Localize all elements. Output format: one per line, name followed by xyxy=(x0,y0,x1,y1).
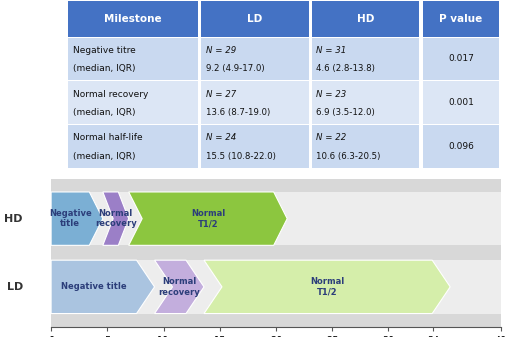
Bar xyxy=(68,0,198,36)
Text: N = 22: N = 22 xyxy=(316,133,346,142)
Text: Normal
T1/2: Normal T1/2 xyxy=(310,277,344,297)
Polygon shape xyxy=(129,192,287,245)
Text: Negative title: Negative title xyxy=(61,282,127,292)
Polygon shape xyxy=(154,260,204,313)
Text: 6.9 (3.5-12.0): 6.9 (3.5-12.0) xyxy=(316,108,375,117)
Bar xyxy=(68,125,198,168)
Text: HD: HD xyxy=(5,214,23,224)
Bar xyxy=(312,0,420,36)
Text: N = 31: N = 31 xyxy=(316,46,346,55)
Bar xyxy=(51,260,501,313)
Bar xyxy=(423,0,499,36)
Text: Normal half-life: Normal half-life xyxy=(73,133,142,142)
Bar xyxy=(201,0,309,36)
Polygon shape xyxy=(204,260,450,313)
Text: P value: P value xyxy=(439,13,482,24)
Bar xyxy=(68,38,198,81)
Text: 15.5 (10.8-22.0): 15.5 (10.8-22.0) xyxy=(205,152,275,161)
Bar xyxy=(201,82,309,124)
Text: 0.001: 0.001 xyxy=(448,98,474,107)
Text: N = 29: N = 29 xyxy=(205,46,236,55)
Text: N = 23: N = 23 xyxy=(316,90,346,98)
Text: Normal
T1/2: Normal T1/2 xyxy=(191,209,225,228)
Bar xyxy=(312,125,420,168)
Text: Normal
recovery: Normal recovery xyxy=(158,277,200,297)
Polygon shape xyxy=(103,192,129,245)
Text: HD: HD xyxy=(357,13,374,24)
Text: (median, IQR): (median, IQR) xyxy=(73,64,135,73)
Bar xyxy=(312,38,420,81)
Text: 9.2 (4.9-17.0): 9.2 (4.9-17.0) xyxy=(205,64,264,73)
Text: LD: LD xyxy=(7,282,23,292)
Text: Negative titre: Negative titre xyxy=(73,46,135,55)
Text: Milestone: Milestone xyxy=(104,13,161,24)
Text: 4.6 (2.8-13.8): 4.6 (2.8-13.8) xyxy=(316,64,375,73)
Bar xyxy=(51,192,501,245)
Bar xyxy=(423,82,499,124)
Text: N = 27: N = 27 xyxy=(205,90,236,98)
Bar xyxy=(68,82,198,124)
Polygon shape xyxy=(51,192,103,245)
Bar xyxy=(423,125,499,168)
Text: 0.017: 0.017 xyxy=(448,55,474,63)
Text: 13.6 (8.7-19.0): 13.6 (8.7-19.0) xyxy=(205,108,270,117)
Text: 0.096: 0.096 xyxy=(448,142,474,151)
Text: LD: LD xyxy=(247,13,263,24)
Text: (median, IQR): (median, IQR) xyxy=(73,152,135,161)
Text: Normal recovery: Normal recovery xyxy=(73,90,148,98)
Text: N = 24: N = 24 xyxy=(205,133,236,142)
Text: Negative
title: Negative title xyxy=(49,209,91,228)
Text: Normal
recovery: Normal recovery xyxy=(95,209,136,228)
Bar xyxy=(201,125,309,168)
Bar xyxy=(423,38,499,81)
Bar xyxy=(312,82,420,124)
Text: (median, IQR): (median, IQR) xyxy=(73,108,135,117)
Bar xyxy=(201,38,309,81)
Text: 10.6 (6.3-20.5): 10.6 (6.3-20.5) xyxy=(316,152,381,161)
Polygon shape xyxy=(51,260,154,313)
